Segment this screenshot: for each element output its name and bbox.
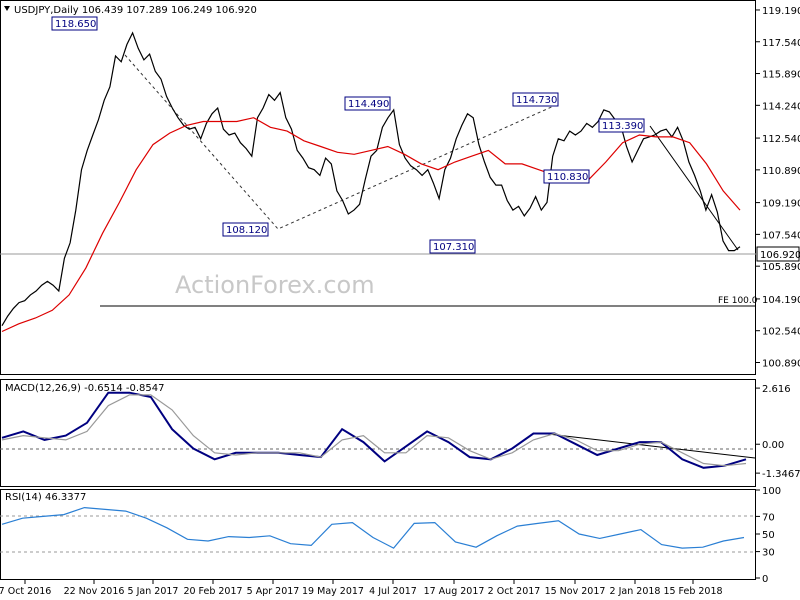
price-tick-label: 114.240 [762,101,800,112]
rsi-tick-label: 100 [762,486,781,497]
current-price-label: 106.920 [760,250,800,261]
macd-series-group [1,391,747,469]
fe-label: FE 100.0 [718,296,758,306]
x-tick-label: 2 Jan 2018 [610,586,661,597]
current-price-box [756,246,800,262]
rsi-tick-label: 70 [762,512,775,523]
x-tick-label: 4 Jul 2017 [369,586,417,597]
price-axis-ticks: 119.190 117.540 115.890 114.240 112.540 110.8… [756,6,800,369]
rsi-line [1,506,745,549]
price-panel [0,0,756,375]
rsi-label: RSI(14) 46.3377 [5,492,86,503]
pivot-label-4: 107.310 [433,242,474,253]
x-tick-label: 15 Feb 2018 [663,586,722,597]
pivot-label-5: 114.730 [516,95,557,106]
macd-tick-label: -1.3467 [762,469,800,480]
macd-tick-label: 0.00 [762,440,784,451]
rsi-tick-label: 0 [762,574,768,585]
x-tick-label: 20 Feb 2017 [183,586,242,597]
watermark: ActionForex.com [175,271,375,299]
x-tick-label: 22 Nov 2016 [64,586,125,597]
x-tick-label: 17 Aug 2017 [424,586,485,597]
price-tick-label: 119.190 [762,6,800,17]
rsi-tick-label: 30 [762,548,775,559]
ma-line [1,117,741,333]
pivot-label-2: 108.120 [226,225,267,236]
price-tick-label: 104.190 [762,295,800,306]
rsi-series-group [1,506,745,549]
rsi-tick-label: 50 [762,530,775,541]
pivot-label-7: 113.390 [602,121,643,132]
price-tick-label: 115.890 [762,70,800,81]
price-tick-label: 117.540 [762,38,800,49]
price-tick-label: 112.540 [762,134,800,145]
macd-line [1,391,747,469]
macd-label: MACD(12,26,9) -0.6514 -0.8547 [5,383,165,394]
x-tick-label: 5 Jan 2017 [128,586,179,597]
macd-panel [0,379,756,487]
price-tick-label: 105.890 [762,262,800,273]
macd-tick-label: 2.616 [762,384,791,395]
macd-trendline [547,433,756,459]
x-tick-label: 7 Oct 2016 [0,586,51,597]
symbol-arrow-icon [4,6,10,11]
price-tick-label: 109.190 [762,199,800,210]
macd-axis-ticks: 2.616 0.00 -1.3467 [756,384,800,480]
dashed-trendline [124,54,557,230]
rsi-axis-ticks: 100 70 50 30 0 [756,486,781,585]
price-tick-label: 107.540 [762,230,800,241]
pivot-label-6: 110.830 [547,172,588,183]
x-tick-label: 5 Apr 2017 [247,586,300,597]
pivot-labels: 118.650 108.120 114.490 107.310 114.730 … [51,16,645,254]
price-tick-label: 102.540 [762,327,800,338]
x-tick-label: 2 Oct 2017 [488,586,541,597]
price-tick-label: 110.890 [762,166,800,177]
x-tick-label: 19 May 2017 [302,586,364,597]
signal-line [1,394,747,467]
pivot-label-3: 114.490 [348,99,389,110]
x-axis-ticks: 7 Oct 2016 22 Nov 2016 5 Jan 2017 20 Feb 20… [0,580,723,597]
x-tick-label: 15 Nov 2017 [545,586,606,597]
rsi-panel [0,489,756,580]
symbol-label: USDJPY,Daily 106.439 107.289 106.249 106… [14,5,257,16]
price-tick-label: 100.890 [762,358,800,369]
falling-trendline [649,125,739,251]
pivot-label-1: 118.650 [55,19,96,30]
